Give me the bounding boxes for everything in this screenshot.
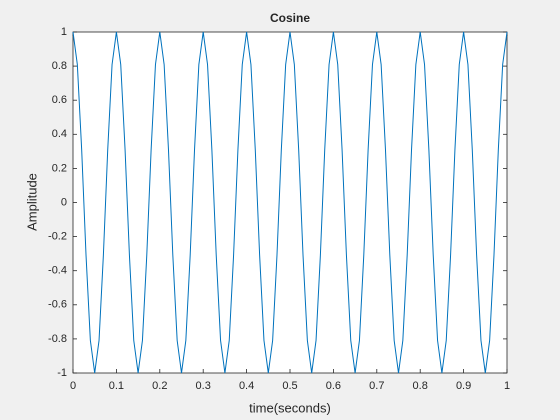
x-tick-label: 0.1: [109, 380, 124, 392]
x-tick-label: 0.5: [282, 380, 297, 392]
chart-title: Cosine: [270, 11, 310, 25]
y-tick-label: 0: [61, 196, 67, 208]
x-tick-label: 0.2: [152, 380, 167, 392]
y-tick-label: 1: [61, 26, 67, 38]
x-tick-label: 0.8: [413, 380, 428, 392]
y-tick-label: 0.8: [52, 60, 67, 72]
x-axis-label: time(seconds): [249, 400, 331, 415]
y-tick-label: 0.6: [52, 94, 67, 106]
y-tick-label: -1: [57, 367, 67, 379]
y-tick-label: 0.2: [52, 162, 67, 174]
y-tick-label: -0.6: [48, 299, 67, 311]
x-tick-label: 0.6: [326, 380, 341, 392]
x-tick-label: 0.7: [369, 380, 384, 392]
x-tick-label: 0.3: [196, 380, 211, 392]
x-tick-label: 1: [504, 380, 510, 392]
y-tick-label: -0.4: [48, 265, 67, 277]
y-axis-label: Amplitude: [24, 173, 39, 231]
y-tick-label: -0.8: [48, 333, 67, 345]
x-tick-label: 0: [70, 380, 76, 392]
plot-area: [72, 31, 508, 374]
line-series: [72, 31, 508, 374]
x-tick-label: 0.9: [456, 380, 471, 392]
x-tick-label: 0.4: [239, 380, 254, 392]
y-tick-label: 0.4: [52, 128, 67, 140]
y-tick-label: -0.2: [48, 231, 67, 243]
